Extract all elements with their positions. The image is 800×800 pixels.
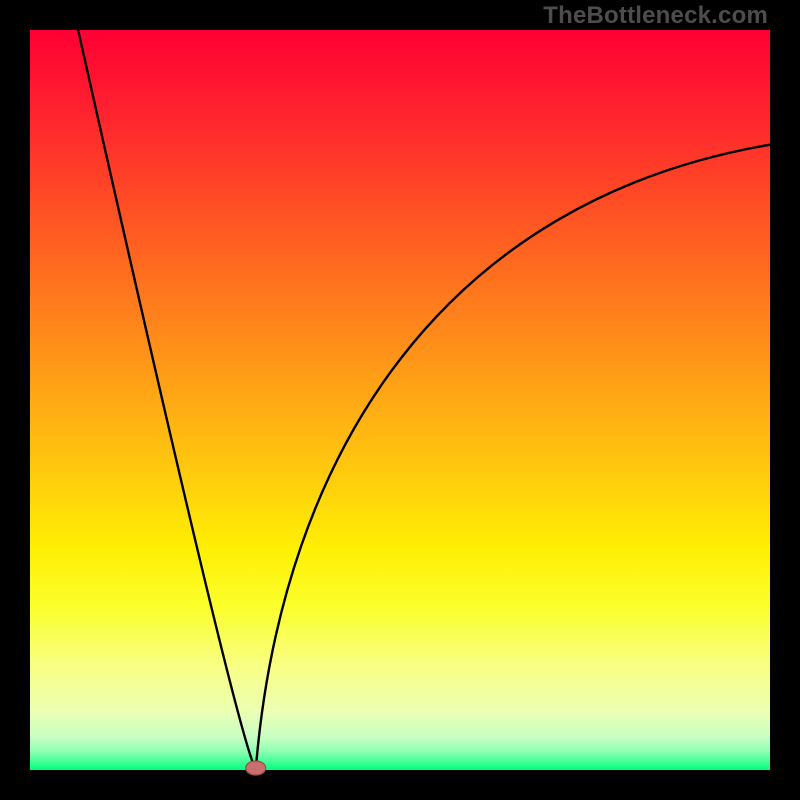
bottleneck-curve [78, 30, 770, 770]
curve-layer [0, 0, 800, 800]
watermark: TheBottleneck.com [543, 2, 768, 30]
optimal-point-marker [246, 761, 266, 775]
